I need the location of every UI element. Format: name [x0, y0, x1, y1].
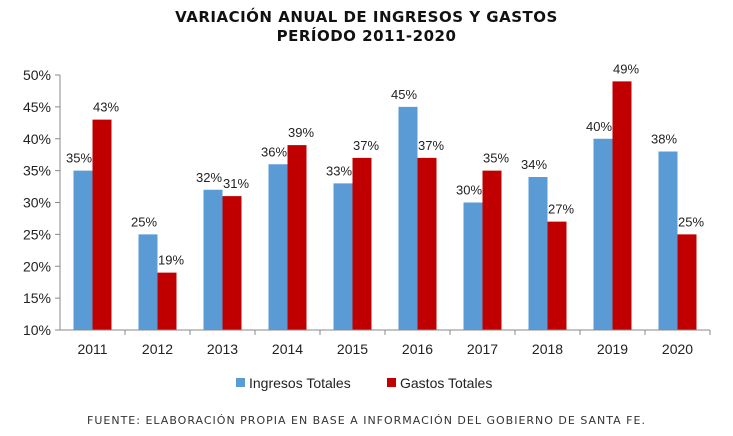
- bar-ingresos: [268, 164, 288, 330]
- bar-gastos: [352, 157, 372, 330]
- data-label: 40%: [586, 119, 612, 134]
- bar-ingresos: [658, 151, 678, 330]
- x-tick-label: 2011: [77, 341, 107, 357]
- x-tick-label: 2018: [532, 341, 563, 357]
- x-tick-label: 2016: [402, 341, 433, 357]
- y-tick-label: 15%: [23, 290, 51, 306]
- data-label: 38%: [651, 132, 677, 147]
- y-tick-label: 35%: [23, 163, 51, 179]
- source-note: FUENTE: ELABORACIÓN PROPIA EN BASE A INF…: [87, 414, 646, 427]
- data-label: 25%: [131, 214, 157, 229]
- data-label: 19%: [158, 253, 184, 268]
- x-tick-label: 2015: [337, 341, 368, 357]
- x-tick-label: 2017: [467, 341, 498, 357]
- data-label: 32%: [196, 170, 222, 185]
- x-tick-label: 2013: [207, 341, 238, 357]
- bar-gastos: [157, 272, 177, 330]
- bar-ingresos: [203, 189, 223, 330]
- x-tick-label: 2014: [272, 341, 303, 357]
- bar-ingresos: [463, 202, 483, 330]
- legend-swatch: [236, 378, 245, 387]
- y-tick-label: 50%: [23, 67, 51, 83]
- x-tick-label: 2012: [142, 341, 173, 357]
- data-label: 31%: [223, 176, 249, 191]
- data-label: 27%: [548, 202, 574, 217]
- data-label: 43%: [93, 100, 119, 115]
- data-label: 36%: [261, 144, 287, 159]
- bar-gastos: [222, 196, 242, 330]
- data-label: 33%: [326, 163, 352, 178]
- data-label: 37%: [353, 138, 379, 153]
- chart-title: VARIACIÓN ANUAL DE INGRESOS Y GASTOS: [175, 8, 558, 26]
- data-label: 25%: [678, 214, 704, 229]
- y-tick-label: 10%: [23, 322, 51, 338]
- bar-gastos: [92, 119, 112, 330]
- y-tick-label: 25%: [23, 226, 51, 242]
- bar-ingresos: [138, 234, 158, 330]
- bar-gastos: [547, 221, 567, 330]
- y-tick-label: 20%: [23, 258, 51, 274]
- data-label: 35%: [66, 151, 92, 166]
- x-tick-label: 2019: [597, 341, 628, 357]
- legend-label: Ingresos Totales: [249, 375, 351, 391]
- data-label: 37%: [418, 138, 444, 153]
- legend-label: Gastos Totales: [400, 375, 492, 391]
- bar-gastos: [482, 170, 502, 330]
- data-label: 45%: [391, 87, 417, 102]
- data-label: 34%: [521, 157, 547, 172]
- bar-ingresos: [528, 177, 548, 330]
- legend-swatch: [387, 378, 396, 387]
- bar-gastos: [287, 145, 307, 330]
- y-tick-label: 45%: [23, 99, 51, 115]
- data-label: 49%: [613, 61, 639, 76]
- bar-gastos: [417, 157, 437, 330]
- x-tick-label: 2020: [662, 341, 693, 357]
- y-tick-label: 40%: [23, 131, 51, 147]
- y-tick-label: 30%: [23, 195, 51, 211]
- bar-gastos: [612, 81, 632, 330]
- bar-ingresos: [333, 183, 353, 330]
- data-label: 35%: [483, 151, 509, 166]
- data-label: 30%: [456, 183, 482, 198]
- data-label: 39%: [288, 125, 314, 140]
- chart-subtitle: PERÍODO 2011-2020: [276, 27, 457, 45]
- bar-ingresos: [593, 138, 613, 330]
- bar-ingresos: [398, 106, 418, 330]
- bar-ingresos: [73, 170, 93, 330]
- bar-gastos: [677, 234, 697, 330]
- bar-chart: 10% 15% 20% 25% 30% 35% 40% 45% 50% 35% 43% 2011 25%…: [23, 61, 711, 391]
